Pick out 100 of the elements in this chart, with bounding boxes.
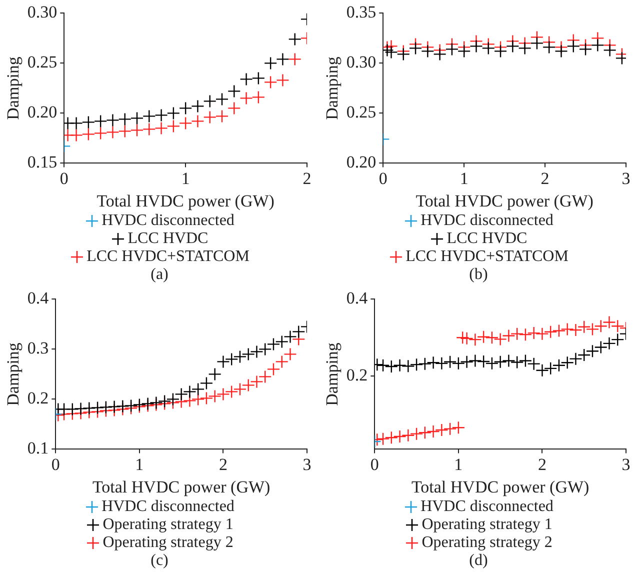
point [602,336,616,350]
point [224,385,238,398]
point [530,36,544,50]
point [384,46,398,59]
point [288,52,302,66]
point [476,354,490,368]
point [252,72,266,85]
legend-label: LCC HVDC+STATCOM [406,248,568,266]
y-tick-label: 0.2 [346,366,368,385]
point [174,388,188,401]
x-tick-label: 0 [378,168,388,188]
y-tick-label: 0.25 [27,52,58,72]
point [586,322,600,336]
point [578,348,591,362]
point [421,44,434,58]
point [408,42,422,55]
point [276,74,290,87]
point [203,94,216,108]
point [468,354,482,368]
point [445,42,459,56]
point [482,42,495,55]
point [264,56,278,70]
point [142,122,156,136]
point [476,330,490,344]
point [275,335,288,348]
y-tick-label: 0.25 [346,102,376,122]
point [94,114,108,128]
point [216,388,230,401]
point [544,362,558,376]
point [460,332,474,346]
point [402,360,415,373]
point [124,399,138,412]
point [233,382,247,396]
point [70,128,83,142]
point [158,394,172,408]
y-axis-title: Damping [322,342,342,406]
point [435,423,448,437]
point [178,116,192,130]
x-tick-label: 0 [60,168,68,188]
point [240,72,253,86]
y-tick-label: 0.35 [346,2,376,22]
point [376,432,390,446]
point [266,338,280,351]
text: (a) [150,266,170,284]
point [552,324,566,338]
y-tick-label: 0.20 [346,152,376,172]
y-tick-label: 0.30 [27,2,58,22]
point [242,378,255,392]
point [200,376,214,390]
x-axis-title: Total HVDC power (GW) [416,191,594,210]
point [518,42,532,55]
point [142,110,156,123]
point [485,356,499,370]
point [456,331,470,344]
point [554,44,568,58]
point [106,126,120,139]
point [542,40,556,54]
point [288,32,302,46]
point [443,355,457,368]
point [266,362,280,376]
x-axis-title: Total HVDC power (GW) [411,477,590,496]
point [191,100,204,113]
point [426,356,440,370]
point [433,48,446,61]
legend-label: LCC HVDC [128,230,208,248]
y-tick-label: 0.20 [27,102,58,122]
point [118,112,132,126]
y-tick-label: 0.15 [27,152,58,172]
point [74,402,88,416]
point [215,110,229,123]
point [586,344,600,358]
point [116,400,130,413]
point [130,112,144,125]
legend-label: Operating strategy 1 [422,516,552,534]
point [578,42,592,56]
point [118,124,132,138]
x-tick-label: 2 [538,454,546,474]
point [154,122,168,135]
legend-label: HVDC disconnected [420,212,554,230]
point [458,44,471,58]
point [292,325,306,338]
point [460,355,474,368]
y-axis-title: Damping [322,56,342,120]
x-tick-label: 2 [302,168,312,188]
x-tick-label: 2 [218,454,228,474]
point [166,392,180,406]
point [384,431,398,444]
point [485,331,499,344]
point [208,390,222,403]
point [108,400,121,414]
point [130,124,144,137]
legend-label: Operating strategy 2 [102,534,234,552]
point [527,326,540,340]
legend-label: LCC HVDC+STATCOM [86,248,250,266]
point [603,44,616,57]
point [443,422,457,436]
point [191,382,205,396]
point [468,332,482,346]
point [611,320,624,333]
x-axis-title: Total HVDC power (GW) [92,477,270,496]
